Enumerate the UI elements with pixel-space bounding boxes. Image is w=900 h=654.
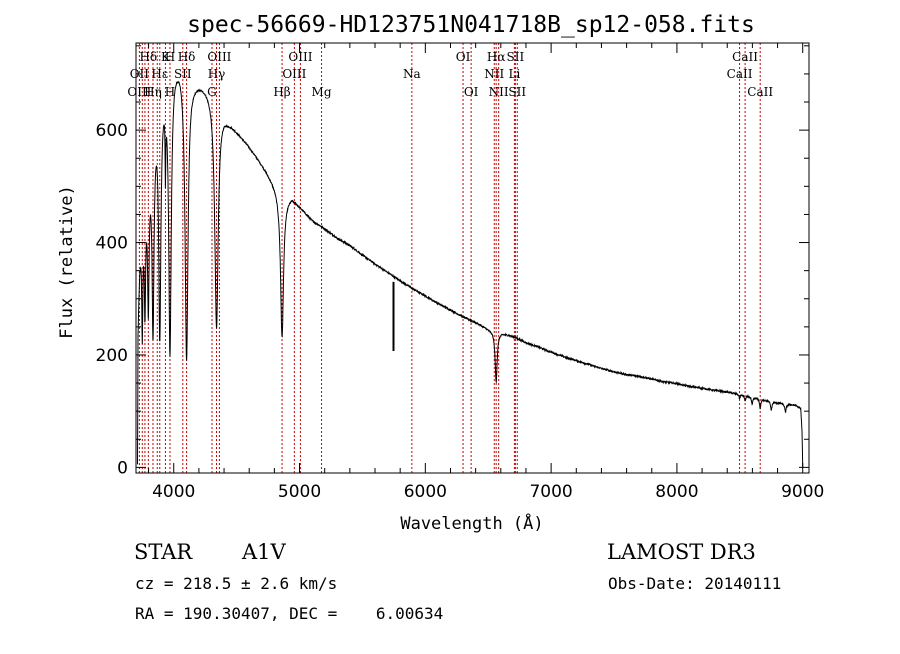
y-tick-label: 600 [96, 121, 128, 141]
line-label: Hη [144, 85, 162, 99]
x-axis-ticks: 4000 5000 6000 7000 8000 9000 [148, 43, 824, 502]
y-tick-label: 0 [117, 458, 128, 478]
obs-date-text: Obs-Date: 20140111 [608, 574, 781, 593]
object-subclass: A1V [241, 540, 287, 564]
line-label: SII [174, 67, 192, 81]
x-tick-label: 6000 [404, 482, 447, 502]
x-tick-label: 5000 [278, 482, 321, 502]
line-label: OI [464, 85, 479, 99]
x-tick-label: 8000 [655, 482, 698, 502]
line-label: Hγ [208, 67, 226, 81]
line-label: Hε [151, 67, 168, 81]
line-label: Mg [312, 85, 332, 99]
spectral-line-markers [138, 43, 761, 473]
x-axis-label: Wavelength (Å) [400, 512, 543, 534]
line-label: CaII [747, 85, 773, 99]
y-tick-label: 400 [96, 234, 128, 254]
line-label: Hδ [178, 50, 196, 64]
line-label: Hβ [273, 85, 290, 99]
chart-title: spec-56669-HD123751N041718B_sp12-058.fit… [187, 12, 755, 38]
line-label: OIII [127, 85, 151, 99]
survey-name: LAMOST DR3 [607, 540, 756, 564]
line-label: CaII [727, 67, 753, 81]
line-label: Li [508, 67, 520, 81]
plot-frame [135, 42, 810, 474]
y-axis-label: Flux (relative) [57, 185, 77, 339]
line-label: Na [403, 67, 421, 81]
line-label: Hα [487, 50, 506, 64]
line-label: H [165, 50, 175, 64]
x-tick-label: 7000 [529, 482, 572, 502]
line-label: OIII [288, 50, 312, 64]
line-label: K [161, 50, 171, 64]
x-tick-label: 4000 [152, 482, 195, 502]
y-tick-label: 200 [96, 346, 128, 366]
y-axis-ticks: 0 200 400 600 [96, 45, 809, 478]
line-label: H [165, 85, 175, 99]
line-label: NII [489, 85, 509, 99]
line-label: CaII [732, 50, 758, 64]
line-label: SII [507, 50, 525, 64]
line-label: SII [508, 85, 526, 99]
redshift-text: cz = 218.5 ± 2.6 km/s [135, 574, 337, 593]
line-label: NII [484, 67, 504, 81]
spectrum-line [137, 80, 804, 468]
line-label: OI [456, 50, 471, 64]
coordinates-text: RA = 190.30407, DEC = 6.00634 [135, 604, 443, 623]
line-label: G [207, 85, 217, 99]
x-tick-label: 9000 [781, 482, 824, 502]
line-label: Hδ [139, 50, 157, 64]
line-label: OIII [207, 50, 231, 64]
object-class: STAR [134, 540, 193, 564]
line-label: OIII [282, 67, 306, 81]
